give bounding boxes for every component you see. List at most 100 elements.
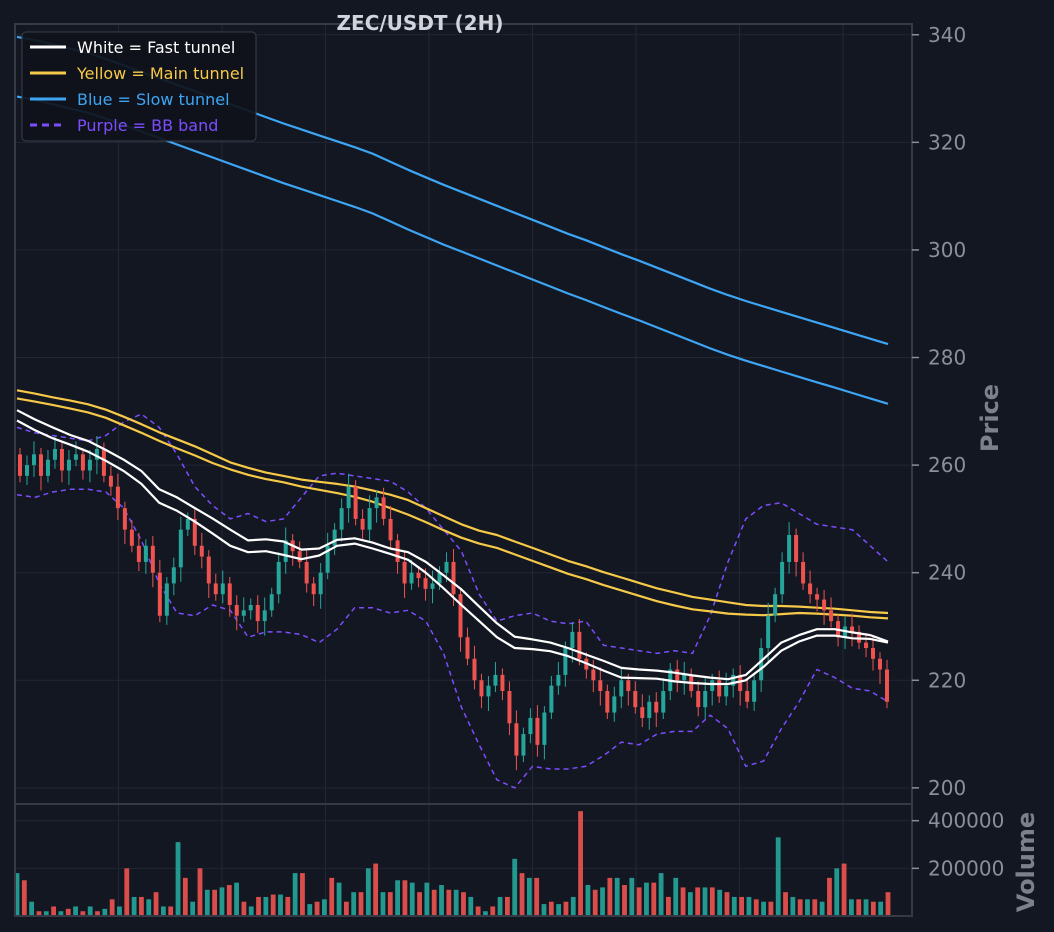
candle-body — [213, 583, 218, 595]
candle-body — [178, 529, 183, 568]
candle-body — [829, 610, 834, 622]
candle-body — [45, 459, 50, 476]
volume-bar — [292, 873, 298, 916]
candle-body — [388, 518, 393, 541]
candle-body — [73, 454, 78, 460]
candle-body — [458, 594, 463, 638]
price-gridlines — [15, 24, 912, 804]
candle-body — [220, 583, 225, 595]
candle-body — [486, 685, 491, 697]
candle-body — [542, 712, 547, 745]
main-tunnel-upper-line — [16, 389, 889, 615]
volume-bar — [622, 885, 627, 916]
volume-bar — [234, 882, 239, 916]
bb-band-upper-line — [16, 413, 889, 655]
volume-bar — [351, 892, 357, 916]
candle-body — [500, 674, 505, 692]
volume-bar — [29, 901, 35, 916]
volume-tick-label: 200000 — [928, 856, 1004, 880]
candle-body — [549, 685, 554, 713]
volume-bar — [387, 892, 393, 916]
candle-body — [101, 448, 106, 476]
price-tick-label: 240 — [928, 561, 966, 585]
bb-band-lower-line — [16, 488, 889, 789]
volume-bar — [168, 906, 174, 916]
candle-body — [885, 669, 889, 702]
volume-bar — [695, 887, 701, 916]
volume-bar — [417, 892, 422, 916]
volume-bar — [519, 873, 525, 916]
candle-body — [563, 648, 568, 675]
candle-body — [409, 572, 414, 584]
candle-body — [136, 545, 141, 562]
volume-bar — [483, 911, 488, 916]
legend-label: Yellow = Main tunnel — [76, 64, 244, 83]
candle-body — [759, 648, 764, 681]
volume-bar — [95, 911, 100, 916]
candle-body — [528, 717, 533, 735]
volume-bar — [541, 904, 547, 916]
candle-body — [773, 594, 778, 616]
candle-body — [871, 648, 876, 659]
candle-body — [262, 610, 267, 622]
volume-bar — [636, 887, 642, 916]
candle-body — [815, 594, 820, 600]
price-y-ticks: 200 220 240 260 280 300 320 340 — [912, 23, 966, 800]
candle-body — [402, 561, 407, 584]
candle-body — [619, 680, 624, 697]
candle-body — [227, 583, 232, 605]
candle-body — [598, 680, 603, 692]
candle-body — [591, 669, 596, 681]
candle-body — [157, 572, 162, 616]
volume-bar — [746, 896, 752, 916]
legend-label: White = Fast tunnel — [77, 38, 235, 57]
volume-bar — [834, 868, 840, 916]
volume-panel: 200000 400000 Volume — [14, 803, 1040, 917]
main-tunnel-lines — [16, 389, 889, 620]
volume-tick-label: 400000 — [928, 809, 1004, 833]
volume-bar — [680, 887, 686, 916]
volume-bar — [614, 877, 620, 916]
candle-body — [164, 583, 169, 616]
volume-bar — [329, 877, 335, 916]
candle-body — [612, 696, 617, 713]
candle-body — [787, 535, 792, 562]
volume-bar — [819, 901, 825, 916]
candle-body — [241, 610, 246, 616]
candle-body — [143, 545, 148, 562]
price-panel: 200 220 240 260 280 300 320 340 Price — [14, 23, 1004, 805]
volume-bar — [219, 887, 225, 916]
volume-bars — [14, 811, 891, 916]
volume-axis-title: Volume — [1012, 812, 1040, 912]
candle-body — [367, 508, 372, 530]
candle-body — [374, 497, 379, 509]
volume-bar — [58, 911, 64, 916]
candle-body — [318, 572, 323, 595]
candle-body — [360, 518, 365, 530]
candle-body — [703, 691, 708, 708]
price-tick-label: 300 — [928, 238, 966, 262]
candle-body — [276, 561, 281, 595]
volume-bar — [87, 906, 93, 916]
candle-body — [108, 475, 113, 487]
volume-bar — [139, 896, 144, 916]
chart-title: ZEC/USDT (2H) — [337, 11, 504, 35]
candle-body — [94, 448, 99, 460]
candle-body — [381, 497, 386, 519]
volume-bar — [270, 894, 276, 916]
volume-bar — [175, 842, 181, 916]
volume-bar — [248, 906, 254, 916]
volume-bar — [753, 899, 759, 916]
volume-y-ticks: 200000 400000 — [912, 809, 1004, 880]
volume-bar — [204, 889, 210, 916]
price-tick-label: 260 — [928, 453, 966, 477]
volume-bar — [373, 863, 379, 916]
volume-bar — [358, 892, 364, 916]
volume-bar — [666, 896, 671, 916]
volume-bar — [658, 873, 664, 916]
volume-bar — [197, 868, 203, 916]
candle-body — [493, 674, 498, 686]
candle-body — [437, 572, 442, 584]
volume-bar — [124, 868, 130, 916]
volume-bar — [43, 911, 49, 916]
